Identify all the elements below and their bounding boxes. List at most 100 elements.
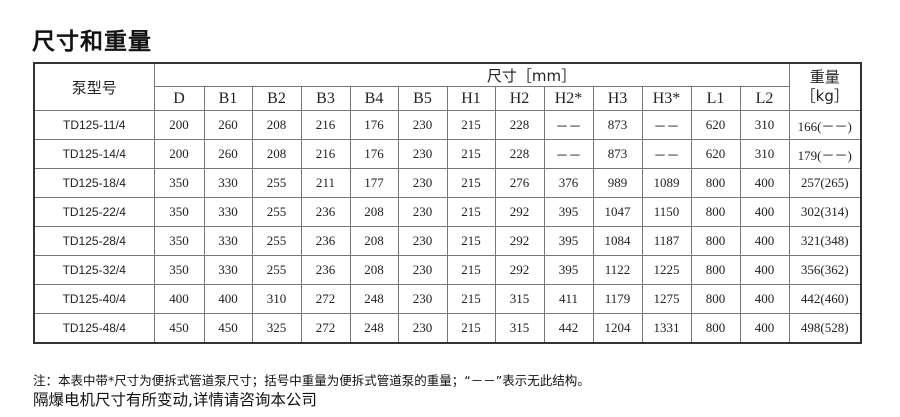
dimension-cell: 230 <box>397 139 448 169</box>
dimension-cell: 330 <box>203 255 253 285</box>
dimension-cell: 1089 <box>641 168 692 198</box>
dimension-cell: 215 <box>446 284 496 314</box>
model-cell: TD125-11/4 <box>33 110 155 140</box>
dimension-cell: 272 <box>300 313 351 344</box>
column-header: B5 <box>397 86 448 111</box>
dimension-cell: 272 <box>300 284 351 314</box>
dimension-cell: 200 <box>153 139 205 169</box>
dimension-cell: 400 <box>203 284 253 314</box>
model-cell: TD125-32/4 <box>33 255 155 285</box>
dimension-cell: 800 <box>690 226 741 256</box>
dimension-cell: 215 <box>446 139 496 169</box>
column-header: B2 <box>251 86 302 111</box>
dimension-cell: 800 <box>690 168 741 198</box>
dimension-cell: 450 <box>153 313 205 344</box>
dimension-cell: 400 <box>739 197 790 227</box>
dimension-cell: 442 <box>543 313 594 344</box>
dimension-cell: 236 <box>300 226 351 256</box>
dimension-cell: 255 <box>251 226 302 256</box>
dimension-cell: 310 <box>739 110 790 140</box>
model-cell: TD125-22/4 <box>33 197 155 227</box>
weight-cell: 498(528) <box>788 313 862 344</box>
dimension-cell: 248 <box>349 284 399 314</box>
dimension-header: 尺寸［mm］ <box>153 62 790 87</box>
dimension-cell: 216 <box>300 110 351 140</box>
dimension-cell: 292 <box>494 197 545 227</box>
dimension-cell: 1150 <box>641 197 692 227</box>
dimension-cell: －－ <box>641 139 692 169</box>
dimension-cell: 208 <box>349 197 399 227</box>
dimension-cell: 325 <box>251 313 302 344</box>
dimension-cell: 208 <box>349 226 399 256</box>
dimension-cell: 315 <box>494 284 545 314</box>
dimension-cell: 230 <box>397 313 448 344</box>
dimension-cell: 215 <box>446 110 496 140</box>
dimension-cell: 800 <box>690 284 741 314</box>
dimension-cell: 395 <box>543 255 594 285</box>
dimension-cell: 400 <box>739 168 790 198</box>
dimension-cell: 1122 <box>592 255 643 285</box>
dimension-cell: 1225 <box>641 255 692 285</box>
column-header: D <box>153 86 205 111</box>
table-row: TD125-11/4 200 260 208 216 176 230 215 228 －－ 873 －… <box>33 110 862 140</box>
dimension-cell: 292 <box>494 226 545 256</box>
weight-cell: 356(362) <box>788 255 862 285</box>
dimension-cell: 411 <box>543 284 594 314</box>
dimension-cell: 176 <box>349 110 399 140</box>
model-cell: TD125-14/4 <box>33 139 155 169</box>
dimension-cell: 400 <box>153 284 205 314</box>
dimension-cell: 395 <box>543 197 594 227</box>
dimension-cell: －－ <box>543 110 594 140</box>
dimension-cell: 260 <box>203 139 253 169</box>
dimension-cell: 255 <box>251 255 302 285</box>
dimension-cell: 211 <box>300 168 351 198</box>
weight-cell: 257(265) <box>788 168 862 198</box>
dimension-cell: 176 <box>349 139 399 169</box>
dimension-cell: 800 <box>690 197 741 227</box>
page-title: 尺寸和重量 <box>32 29 152 55</box>
table-row: TD125-14/4 200 260 208 216 176 230 215 228 －－ 873 －… <box>33 139 862 169</box>
dimension-cell: 873 <box>592 139 643 169</box>
dimension-cell: 800 <box>690 255 741 285</box>
dimension-cell: 215 <box>446 168 496 198</box>
dimension-cell: 400 <box>739 255 790 285</box>
table-row: TD125-48/4 450 450 325 272 248 230 215 315 442 120… <box>33 313 862 344</box>
dimension-cell: －－ <box>641 110 692 140</box>
dimension-cell: 395 <box>543 226 594 256</box>
weight-header-label: 重量 <box>809 68 840 86</box>
dimension-cell: 1275 <box>641 284 692 314</box>
dimension-cell: 350 <box>153 226 205 256</box>
weight-header-unit: ［kg］ <box>800 87 849 105</box>
dimension-cell: 230 <box>397 255 448 285</box>
column-header: H3 <box>592 86 643 111</box>
dimension-cell: 200 <box>153 110 205 140</box>
dimension-cell: －－ <box>543 139 594 169</box>
dimension-cell: 620 <box>690 110 741 140</box>
dimension-cell: 1179 <box>592 284 643 314</box>
dimension-cell: 400 <box>739 226 790 256</box>
dimension-cell: 330 <box>203 197 253 227</box>
dimension-cell: 248 <box>349 313 399 344</box>
explosion-proof-note: 隔爆电机尺寸有所变动,详情请咨询本公司 <box>33 391 317 409</box>
table-row: TD125-22/4 350 330 255 236 208 230 215 292 395 104… <box>33 197 862 227</box>
table-row: TD125-28/4 350 330 255 236 208 230 215 292 395 108… <box>33 226 862 256</box>
column-header: L1 <box>690 86 741 111</box>
dimension-cell: 230 <box>397 197 448 227</box>
dimension-cell: 450 <box>203 313 253 344</box>
dimension-cell: 215 <box>446 255 496 285</box>
dimension-cell: 255 <box>251 168 302 198</box>
model-cell: TD125-48/4 <box>33 313 155 344</box>
dimension-cell: 400 <box>739 284 790 314</box>
table-row: TD125-40/4 400 400 310 272 248 230 215 315 411 117… <box>33 284 862 314</box>
dimension-cell: 260 <box>203 110 253 140</box>
weight-cell: 442(460) <box>788 284 862 314</box>
dimension-cell: 330 <box>203 226 253 256</box>
dimension-cell: 255 <box>251 197 302 227</box>
column-header: B4 <box>349 86 399 111</box>
dimension-cell: 989 <box>592 168 643 198</box>
dimension-cell: 216 <box>300 139 351 169</box>
weight-cell: 179(－－) <box>788 139 862 169</box>
column-header: B1 <box>203 86 253 111</box>
dimension-cell: 230 <box>397 110 448 140</box>
dimension-cell: 228 <box>494 139 545 169</box>
